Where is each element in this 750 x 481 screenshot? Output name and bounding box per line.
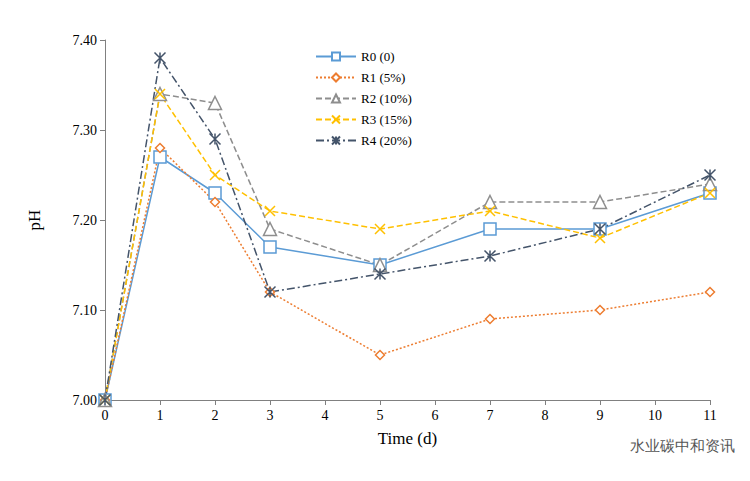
svg-text:pH: pH: [25, 210, 44, 231]
svg-text:7.40: 7.40: [73, 33, 98, 48]
svg-text:R2 (10%): R2 (10%): [361, 91, 412, 106]
svg-text:2: 2: [212, 408, 219, 423]
svg-text:R3 (15%): R3 (15%): [361, 112, 412, 127]
svg-text:10: 10: [648, 408, 662, 423]
svg-text:7.20: 7.20: [73, 213, 98, 228]
svg-text:7.00: 7.00: [73, 393, 98, 408]
svg-text:8: 8: [542, 408, 549, 423]
svg-text:R0 (0): R0 (0): [361, 49, 395, 64]
svg-text:R1 (5%): R1 (5%): [361, 70, 405, 85]
svg-text:7.30: 7.30: [73, 123, 98, 138]
svg-text:R4 (20%): R4 (20%): [361, 133, 412, 148]
svg-text:3: 3: [267, 408, 274, 423]
svg-text:1: 1: [157, 408, 164, 423]
svg-text:11: 11: [703, 408, 716, 423]
svg-text:0: 0: [102, 408, 109, 423]
svg-text:4: 4: [322, 408, 329, 423]
svg-text:7: 7: [487, 408, 494, 423]
svg-text:7.10: 7.10: [73, 303, 98, 318]
svg-text:水业碳中和资讯: 水业碳中和资讯: [630, 437, 735, 455]
svg-text:6: 6: [432, 408, 439, 423]
svg-text:Time (d): Time (d): [378, 429, 437, 448]
svg-text:9: 9: [597, 408, 604, 423]
svg-text:5: 5: [377, 408, 384, 423]
